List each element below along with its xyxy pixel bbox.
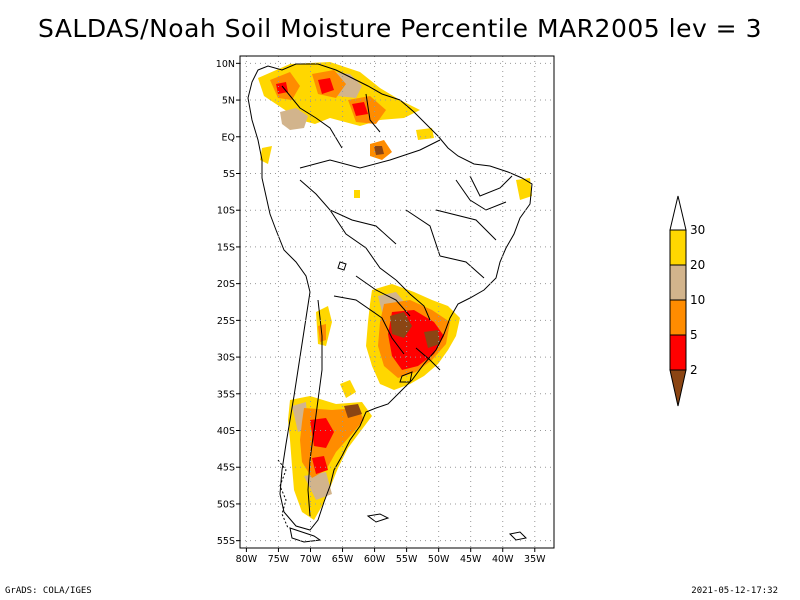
longitude-labels: 80W 75W 70W 65W 60W 55W 50W 45W 40W 35W bbox=[236, 554, 546, 565]
border-brazil-states-3 bbox=[439, 255, 485, 279]
footer-credit: GrADS: COLA/IGES bbox=[5, 586, 92, 596]
colorbar-level-label: 5 bbox=[690, 328, 698, 342]
shade-north-red-3 bbox=[276, 82, 288, 94]
tierra-del-fuego bbox=[289, 527, 322, 543]
lat-tick-label: 25S bbox=[217, 316, 235, 327]
border-brazil-states-1 bbox=[435, 209, 497, 241]
border-argentina-north bbox=[333, 295, 405, 355]
border-paraguay-brazil bbox=[395, 279, 431, 321]
colorbar-bottom-triangle bbox=[669, 369, 687, 407]
lake-titicaca bbox=[337, 261, 347, 271]
border-brazil-states-5 bbox=[405, 209, 441, 257]
lon-tick-label: 80W bbox=[236, 554, 258, 565]
lat-tick-label: 55S bbox=[217, 536, 235, 547]
lat-tick-label: 5N bbox=[222, 96, 235, 107]
lon-tick-label: 75W bbox=[268, 554, 290, 565]
lat-tick-label: 15S bbox=[217, 242, 235, 253]
shade-west-yellow bbox=[260, 146, 272, 164]
lat-tick-label: 50S bbox=[217, 499, 235, 510]
lon-tick-label: 70W bbox=[300, 554, 322, 565]
lon-tick-label: 40W bbox=[492, 554, 514, 565]
border-amazon-north bbox=[299, 139, 441, 169]
colorbar-box bbox=[669, 334, 687, 371]
lat-lon-grid bbox=[236, 56, 554, 552]
coastline-and-borders bbox=[247, 63, 533, 543]
border-venezuela-guyana bbox=[365, 93, 381, 133]
border-brazil-uruguay bbox=[415, 347, 441, 371]
colorbar-top-triangle bbox=[669, 195, 687, 231]
colorbar-level-label: 30 bbox=[690, 223, 705, 237]
shade-amazon-yellow bbox=[354, 190, 360, 198]
shade-se-brown-2 bbox=[424, 330, 440, 348]
lat-tick-label: 30S bbox=[217, 353, 235, 364]
border-brazil-bolivia bbox=[329, 209, 397, 281]
lat-tick-label: 40S bbox=[217, 426, 235, 437]
lat-tick-label: 45S bbox=[217, 463, 235, 474]
colorbar-legend: 2 5 10 20 30 bbox=[669, 195, 705, 407]
border-argentina-chile bbox=[307, 299, 323, 517]
colorbar-box bbox=[669, 264, 687, 301]
lat-tick-label: 35S bbox=[217, 389, 235, 400]
shade-north-tan bbox=[280, 108, 308, 130]
lon-tick-label: 60W bbox=[364, 554, 386, 565]
border-bolivia-paraguay bbox=[355, 275, 411, 317]
shade-north-orange-3 bbox=[348, 96, 386, 124]
falklands bbox=[366, 513, 390, 523]
percentile-shading bbox=[258, 62, 532, 520]
footer-timestamp: 2021-05-12-17:32 bbox=[691, 586, 778, 596]
lagoa-dos-patos bbox=[399, 371, 413, 383]
lon-tick-label: 35W bbox=[524, 554, 546, 565]
lon-tick-label: 55W bbox=[396, 554, 418, 565]
shade-patagonia-red-2 bbox=[312, 456, 328, 474]
border-colombia-venezuela bbox=[281, 85, 343, 149]
shade-guiana-brown bbox=[374, 146, 384, 155]
colorbar-level-label: 2 bbox=[690, 363, 698, 377]
shade-patagonia-red bbox=[310, 418, 334, 448]
lat-tick-label: EQ bbox=[222, 132, 235, 143]
colorbar-box bbox=[669, 229, 687, 266]
lon-tick-label: 65W bbox=[332, 554, 354, 565]
border-brazil-states-4 bbox=[469, 175, 513, 197]
shade-patagonia-brown bbox=[344, 404, 362, 418]
map-title: SALDAS/Noah Soil Moisture Percentile MAR… bbox=[38, 14, 762, 43]
south-georgia bbox=[508, 531, 528, 541]
latitude-labels: 10N 5N EQ 5S 10S 15S 20S 25S 30S 35S 40S 45S 50S 55S bbox=[216, 59, 235, 547]
lat-tick-label: 5S bbox=[223, 169, 235, 180]
map-frame bbox=[239, 55, 555, 549]
shade-cuyo-yellow bbox=[340, 380, 356, 398]
lat-tick-label: 20S bbox=[217, 279, 235, 290]
lat-tick-label: 10S bbox=[217, 206, 235, 217]
lon-tick-label: 50W bbox=[428, 554, 450, 565]
lat-tick-label: 10N bbox=[216, 59, 235, 70]
border-peru-brazil bbox=[299, 179, 397, 245]
colorbar-level-label: 20 bbox=[690, 258, 705, 272]
chile-archipelago bbox=[277, 459, 289, 529]
border-brazil-states-2 bbox=[455, 179, 507, 211]
shade-north-red bbox=[318, 78, 334, 94]
shade-ne-yellow bbox=[516, 178, 532, 200]
shade-patagonia-tan-2 bbox=[304, 472, 332, 500]
colorbar-box bbox=[669, 299, 687, 336]
colorbar-level-label: 10 bbox=[690, 293, 705, 307]
lon-tick-label: 45W bbox=[460, 554, 482, 565]
continent-outline bbox=[247, 63, 533, 531]
shade-north-red-2 bbox=[352, 102, 368, 116]
